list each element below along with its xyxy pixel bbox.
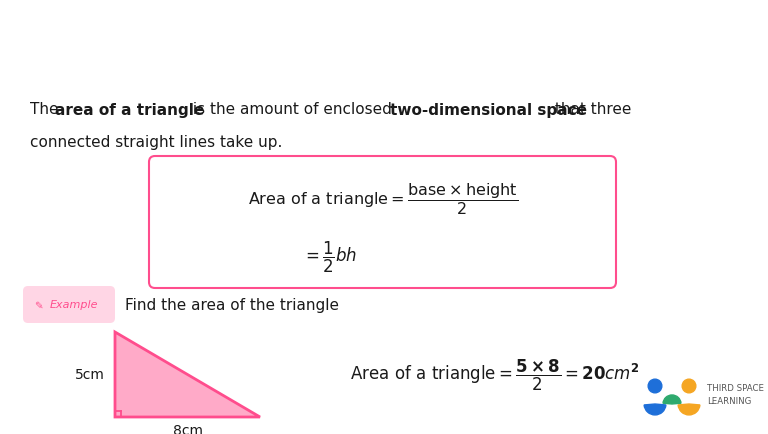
Text: 5cm: 5cm [75,368,105,381]
Text: 8cm: 8cm [173,423,203,434]
Text: that three: that three [551,102,632,117]
Text: area of a triangle: area of a triangle [55,102,205,117]
Text: $\mathrm{Area\ of\ a\ triangle} = \dfrac{\mathrm{base} \times \mathrm{height}}{2: $\mathrm{Area\ of\ a\ triangle} = \dfrac… [248,181,518,217]
Text: Area of a Triangle: Area of a Triangle [29,31,320,59]
Polygon shape [115,332,260,417]
Text: ✎: ✎ [34,300,43,310]
Wedge shape [644,404,666,415]
Text: THIRD SPACE
LEARNING: THIRD SPACE LEARNING [707,383,764,405]
Text: two-dimensional space: two-dimensional space [390,102,587,117]
Text: Find the area of the triangle: Find the area of the triangle [125,297,339,312]
FancyBboxPatch shape [149,157,616,288]
Text: is the amount of enclosed: is the amount of enclosed [188,102,397,117]
Text: $= \dfrac{1}{2}bh$: $= \dfrac{1}{2}bh$ [303,239,358,274]
Text: Example: Example [50,300,98,310]
Text: connected straight lines take up.: connected straight lines take up. [30,135,283,150]
Wedge shape [678,404,700,415]
Circle shape [682,379,696,393]
Circle shape [648,379,662,393]
Text: $\mathrm{Area\ of\ a\ triangle} = \dfrac{\mathbf{5 \times 8}}{2} = \mathbf{20}cm: $\mathrm{Area\ of\ a\ triangle} = \dfrac… [350,357,640,392]
FancyBboxPatch shape [23,286,115,323]
Text: The: The [30,102,64,117]
Wedge shape [663,395,681,404]
